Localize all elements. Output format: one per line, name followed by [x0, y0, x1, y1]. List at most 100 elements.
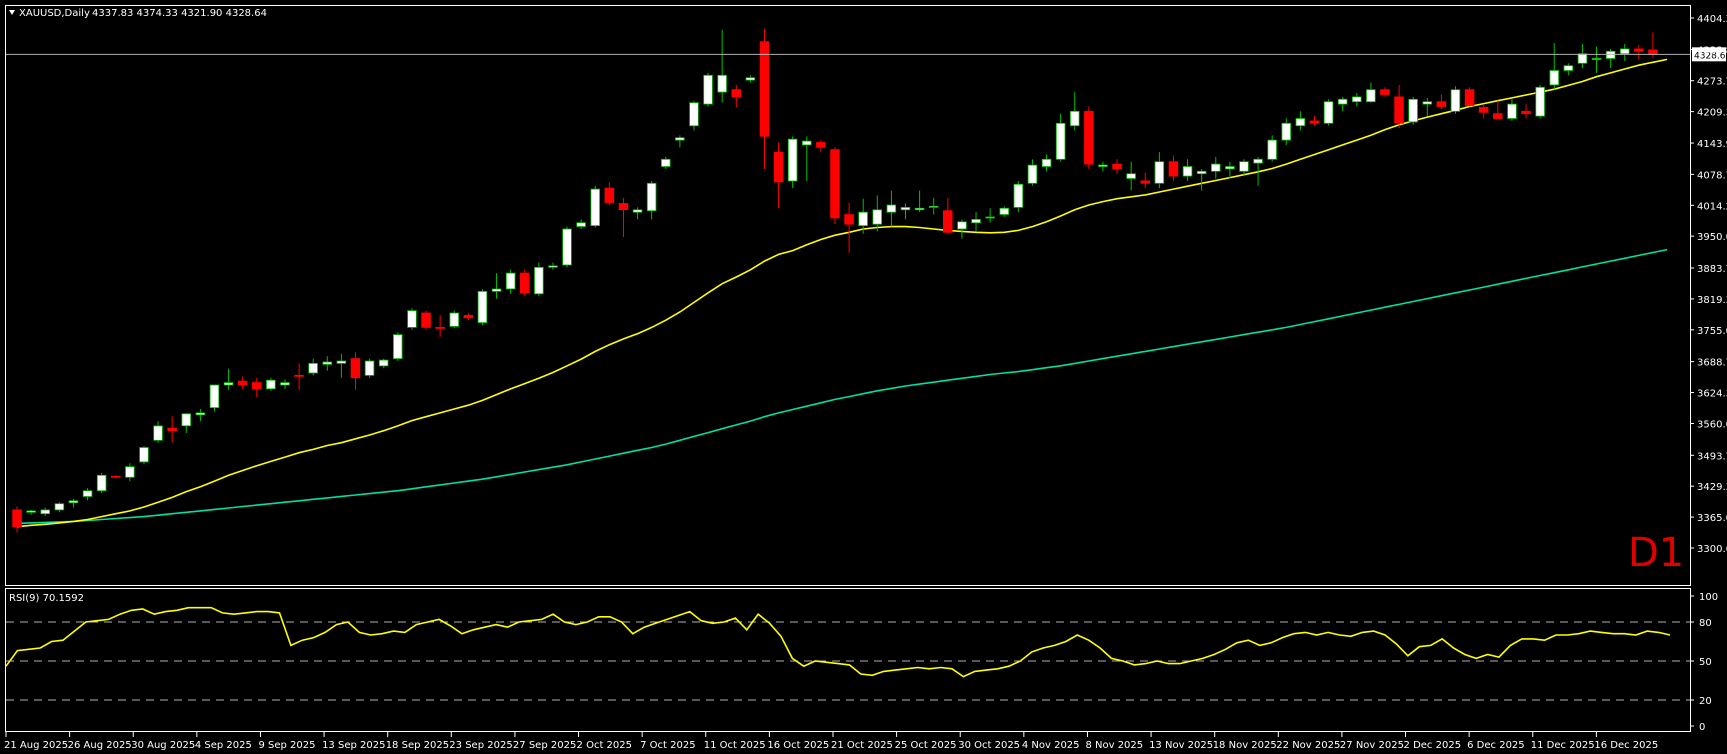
- time-tick-label: 16 Dec 2025: [1594, 740, 1658, 751]
- candle-body: [111, 475, 121, 478]
- candle-body: [985, 216, 995, 219]
- candle-body: [1027, 164, 1038, 184]
- candle-body: [1337, 98, 1348, 105]
- price-tick-label: 3950.00: [1697, 232, 1727, 243]
- candle-body: [1070, 110, 1080, 127]
- time-tick-label: 11 Oct 2025: [704, 740, 766, 751]
- candle-body: [1084, 110, 1094, 165]
- time-tick-label: 8 Nov 2025: [1085, 740, 1143, 751]
- candle-body: [590, 188, 601, 227]
- candle-body: [1450, 89, 1461, 112]
- ma-slow-line: [17, 248, 1668, 525]
- time-tick-label: 27 Nov 2025: [1340, 740, 1404, 751]
- time-tick-label: 27 Sep 2025: [513, 740, 576, 751]
- candle-body: [195, 412, 206, 416]
- chart-menu-triangle-icon[interactable]: [9, 10, 15, 15]
- ma-fast-line: [17, 58, 1668, 528]
- time-tick-label: 13 Nov 2025: [1149, 740, 1213, 751]
- ma-slow-layer: [17, 248, 1668, 525]
- candle-body: [40, 509, 51, 515]
- candle-body: [505, 272, 516, 290]
- candle-body: [54, 503, 65, 511]
- price-tick-label: 3365.00: [1697, 513, 1727, 524]
- time-tick-label: 6 Dec 2025: [1467, 740, 1525, 751]
- candle-body: [1253, 158, 1263, 164]
- candle-body: [1140, 180, 1151, 184]
- candle-body: [237, 380, 248, 386]
- time-tick-label: 21 Aug 2025: [4, 740, 68, 751]
- candle-body: [435, 326, 445, 329]
- candle-body: [759, 41, 770, 137]
- candle-body: [153, 425, 163, 441]
- candle-body: [125, 466, 135, 478]
- time-tick-label: 7 Oct 2025: [640, 740, 695, 751]
- time-tick-label: 2 Oct 2025: [577, 740, 632, 751]
- rsi-tick-label: 80: [1699, 618, 1712, 629]
- candle-body: [1422, 101, 1433, 105]
- candle-body: [378, 359, 389, 367]
- time-tick-label: 11 Dec 2025: [1531, 740, 1595, 751]
- candle-body: [999, 207, 1010, 215]
- candles-layer: [12, 28, 1658, 533]
- candle-body: [364, 360, 375, 376]
- candle-body: [68, 500, 79, 504]
- candle-body: [661, 158, 671, 167]
- candle-body: [632, 209, 643, 213]
- candle-body: [1041, 158, 1052, 167]
- candle-body: [844, 214, 854, 225]
- candle-body: [787, 138, 798, 182]
- candle-body: [1464, 89, 1475, 106]
- candle-body: [1211, 163, 1221, 172]
- price-tick-label: 3819.35: [1697, 295, 1727, 306]
- candle-body: [1295, 118, 1306, 127]
- candle-body: [280, 382, 290, 386]
- candle-body: [562, 228, 572, 266]
- candle-body: [548, 265, 558, 268]
- candle-body: [1225, 166, 1235, 170]
- candle-body: [534, 266, 544, 295]
- candle-body: [1563, 65, 1574, 71]
- rsi-title-label: RSI(9) 70.1592: [9, 593, 84, 604]
- candle-body: [407, 310, 417, 328]
- candle-body: [1478, 107, 1489, 113]
- candle-body: [322, 361, 332, 365]
- candle-body: [703, 74, 713, 105]
- candle-body: [1577, 53, 1588, 64]
- rsi-line: [5, 606, 1671, 678]
- time-tick-label: 30 Aug 2025: [131, 740, 195, 751]
- candle-body: [1281, 122, 1292, 141]
- ma-fast-layer: [17, 58, 1668, 528]
- candle-body: [604, 187, 615, 203]
- price-tick-label: 4338.80: [1697, 45, 1727, 56]
- candle-body: [181, 413, 191, 427]
- candle-body: [1408, 98, 1418, 123]
- candle-body: [1309, 120, 1320, 124]
- time-tick-label: 2 Dec 2025: [1404, 740, 1462, 751]
- candle-body: [816, 142, 826, 148]
- candle-body: [350, 358, 361, 379]
- candle-body: [872, 209, 883, 225]
- candle-body: [1549, 70, 1560, 86]
- candle-body: [251, 382, 262, 390]
- candle-body: [491, 288, 502, 292]
- rsi-tick-label: 0: [1699, 722, 1705, 733]
- time-tick-label: 9 Sep 2025: [258, 740, 315, 751]
- candle-body: [1634, 48, 1644, 52]
- current-price-tag: [1692, 47, 1726, 62]
- candle-body: [830, 149, 840, 219]
- rsi-panel-border: [5, 588, 1691, 732]
- rsi-tick-label: 100: [1699, 592, 1718, 603]
- candle-body: [294, 374, 304, 377]
- time-tick-label: 18 Sep 2025: [386, 740, 449, 751]
- time-tick-label: 22 Nov 2025: [1276, 740, 1340, 751]
- current-price-text: 4328.64: [1694, 51, 1727, 61]
- rsi-tick-label: 50: [1699, 657, 1712, 668]
- candle-body: [392, 334, 403, 360]
- candle-body: [914, 207, 925, 211]
- candle-body: [82, 490, 93, 497]
- candle-body: [139, 447, 149, 463]
- candle-body: [802, 140, 812, 146]
- candle-body: [1507, 103, 1517, 119]
